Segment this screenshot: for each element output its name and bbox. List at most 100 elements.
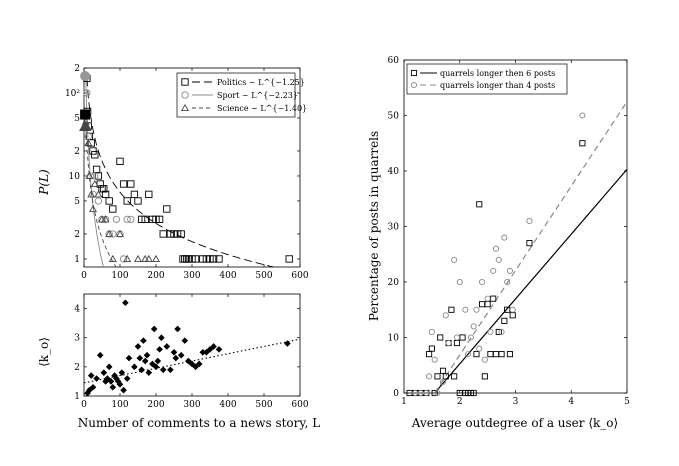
ko-point <box>159 366 167 374</box>
pl-ytick-label: 1 <box>74 255 80 265</box>
pl-fit-line <box>85 75 105 268</box>
ko-point <box>113 375 120 382</box>
pct-point <box>484 301 491 308</box>
ko-point <box>152 363 160 371</box>
ko-point <box>93 375 100 382</box>
pl-point <box>109 230 117 238</box>
pl-legend-marker <box>181 103 189 112</box>
pl-point <box>108 254 117 262</box>
pct-point <box>487 351 494 358</box>
ko-point <box>145 369 153 376</box>
ko-point <box>154 357 162 365</box>
pct-point <box>456 278 463 286</box>
pct-point <box>504 278 511 286</box>
pct-point <box>495 328 502 336</box>
pct-xtick-label: 3 <box>513 397 519 407</box>
pct-point <box>437 334 444 341</box>
ko-point <box>136 354 144 362</box>
pct-point <box>431 356 438 363</box>
pl-point <box>127 180 135 188</box>
pl-ytick-label: 5 <box>74 114 80 124</box>
pl-point <box>91 151 99 159</box>
pl-point <box>116 229 124 237</box>
pct-point <box>501 234 508 241</box>
ko-point <box>131 363 138 371</box>
pct-point <box>445 339 452 347</box>
pct-legend-marker <box>410 69 418 77</box>
pl-point <box>116 157 124 166</box>
ko-point <box>174 325 181 333</box>
pct-ytick-label: 40 <box>388 167 400 177</box>
ko-point <box>170 348 178 356</box>
pct-point <box>509 312 516 319</box>
pl-point <box>134 197 142 205</box>
pct-point <box>428 345 435 352</box>
pl-point <box>119 180 128 188</box>
ko-point <box>118 369 126 376</box>
pct-point <box>442 373 449 380</box>
ko-xtick-label: 0 <box>81 400 87 410</box>
pl-point <box>105 229 114 237</box>
pl-point <box>127 215 135 224</box>
pct-point <box>498 328 505 336</box>
pct-point <box>476 201 483 208</box>
pct-legend-label: quarrels longer then 6 posts <box>440 69 555 78</box>
pct-xtick-label: 4 <box>568 397 574 407</box>
pct-point <box>490 295 497 302</box>
pct-point <box>481 356 488 363</box>
outdegree-vs-length-panel: 0 100 200 300 400 500 600 1 2 3 4 <box>74 293 309 410</box>
pl-xtick-label: 100 <box>111 271 128 281</box>
pl-science-start-marker <box>79 120 92 132</box>
ko-point <box>114 378 122 385</box>
ko-point <box>123 375 131 382</box>
pl-point <box>144 254 153 262</box>
ko-xlabel: Number of comments to a news story, L <box>78 416 320 430</box>
ko-point <box>185 357 192 365</box>
ko-point <box>122 299 129 307</box>
pl-legend-marker <box>181 91 189 99</box>
pl-legend-marker <box>181 78 189 86</box>
pct-point <box>426 351 433 358</box>
pl-point <box>94 172 103 180</box>
ko-point <box>140 337 147 344</box>
ko-point <box>177 351 185 359</box>
pct-ytick-label: 30 <box>388 223 400 233</box>
pct-legend <box>406 63 568 95</box>
pct-legend-label: quarrels longer than 4 posts <box>440 81 555 90</box>
ko-ytick-label: 2 <box>74 363 80 373</box>
pct-point <box>473 306 480 313</box>
ko-point <box>89 383 97 391</box>
pct-point <box>506 351 513 358</box>
pl-legend-label: Politics ∼ L^{−1.25} <box>217 78 305 87</box>
pct-fit-line <box>434 168 628 394</box>
pct-point <box>526 217 533 224</box>
pl-point <box>84 138 93 146</box>
ko-ylabel: ⟨k_o⟩ <box>37 337 51 367</box>
ko-point <box>158 334 165 342</box>
pct-xlabel: Average outdegree of a user ⟨k_o⟩ <box>411 416 618 430</box>
pct-point <box>509 306 516 313</box>
ko-point <box>172 354 180 362</box>
pl-ytick-label: 10² <box>65 89 80 99</box>
pl-point <box>155 215 164 224</box>
ko-point <box>199 348 207 356</box>
pct-xtick-label: 1 <box>401 397 407 407</box>
pct-point <box>495 256 502 263</box>
ko-ytick-label: 4 <box>74 305 80 315</box>
pct-ylabel: Percentage of posts in quarrels <box>367 131 381 321</box>
pct-point <box>442 312 449 319</box>
ko-point <box>215 346 223 353</box>
power-law-panel: 0 100 200 300 400 500 600 1 2 5 10 2 5 10² 2 Politics ∼… <box>65 64 309 281</box>
ko-xtick-label: 600 <box>291 400 308 410</box>
pct-point <box>526 240 533 247</box>
pl-ytick-label: 5 <box>74 197 80 207</box>
pct-xtick-label: 2 <box>457 397 463 407</box>
ko-ytick-label: 3 <box>74 334 80 344</box>
ko-xtick-label: 200 <box>147 400 164 410</box>
pl-point <box>134 254 142 262</box>
pct-point <box>479 301 486 308</box>
pl-point <box>94 197 103 205</box>
pct-frame <box>403 59 628 394</box>
ko-ytick-label: 1 <box>74 392 80 402</box>
